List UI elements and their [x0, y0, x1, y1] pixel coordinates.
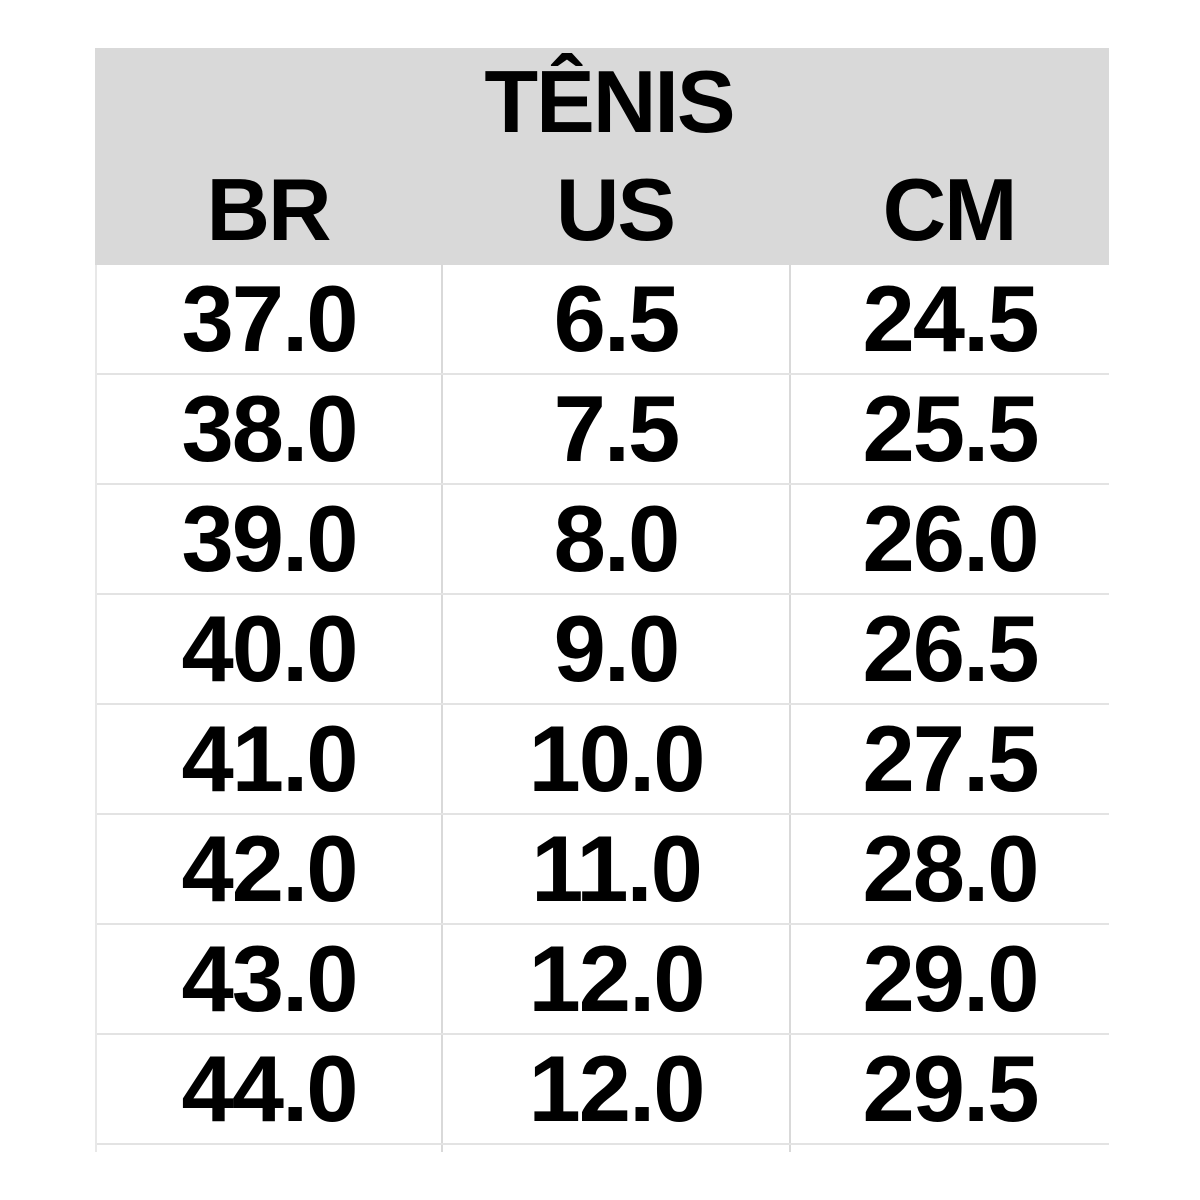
table-title-row: TÊNIS	[95, 48, 1109, 155]
cell-us: 12.0	[441, 925, 789, 1033]
table-row: 40.0 9.0 26.5	[97, 595, 1109, 705]
cell-cm: 28.0	[789, 815, 1109, 923]
cell-us: 8.0	[441, 485, 789, 593]
shoe-size-table: TÊNIS BR US CM 37.0 6.5 24.5 38.0 7.5 25…	[95, 48, 1109, 1152]
table-body: 37.0 6.5 24.5 38.0 7.5 25.5 39.0 8.0 26.…	[95, 265, 1109, 1152]
cell-cm: 29.0	[789, 925, 1109, 1033]
table-row: 43.0 12.0 29.0	[97, 925, 1109, 1035]
cell-br: 40.0	[181, 596, 359, 701]
cell-br: 38.0	[181, 376, 359, 481]
cell-us: 6.5	[441, 265, 789, 373]
cell-us: 12.0	[441, 1035, 789, 1143]
cell-br: 44.0	[181, 1036, 359, 1141]
cell-us: 10.0	[441, 705, 789, 813]
cell-cm: 26.0	[789, 485, 1109, 593]
cell-br: 43.0	[181, 926, 359, 1031]
cell-br: 39.0	[181, 486, 359, 591]
cell-cm: 24.5	[789, 265, 1109, 373]
cell-cm: 27.5	[789, 705, 1109, 813]
cell-us: 9.0	[441, 595, 789, 703]
cell-cm: 25.5	[789, 375, 1109, 483]
cell-cm: 29.5	[789, 1035, 1109, 1143]
table-title: TÊNIS	[484, 51, 735, 151]
table-row: 39.0 8.0 26.0	[97, 485, 1109, 595]
cell-us: 11.0	[441, 815, 789, 923]
cutoff-partial-row	[97, 1145, 1109, 1152]
cell-br: 37.0	[181, 266, 359, 371]
table-row: 38.0 7.5 25.5	[97, 375, 1109, 485]
cell-br: 42.0	[181, 816, 359, 921]
table-header: TÊNIS BR US CM	[95, 48, 1109, 265]
cell-br: 41.0	[181, 706, 359, 811]
column-header-row: BR US CM	[95, 155, 1109, 265]
column-header-cm: CM	[882, 160, 1018, 259]
cell-us: 7.5	[441, 375, 789, 483]
table-row: 42.0 11.0 28.0	[97, 815, 1109, 925]
table-row: 37.0 6.5 24.5	[97, 265, 1109, 375]
column-header-us: US	[555, 160, 676, 259]
column-header-br: BR	[206, 160, 331, 259]
table-row: 44.0 12.0 29.5	[97, 1035, 1109, 1145]
cell-cm: 26.5	[789, 595, 1109, 703]
table-row: 41.0 10.0 27.5	[97, 705, 1109, 815]
